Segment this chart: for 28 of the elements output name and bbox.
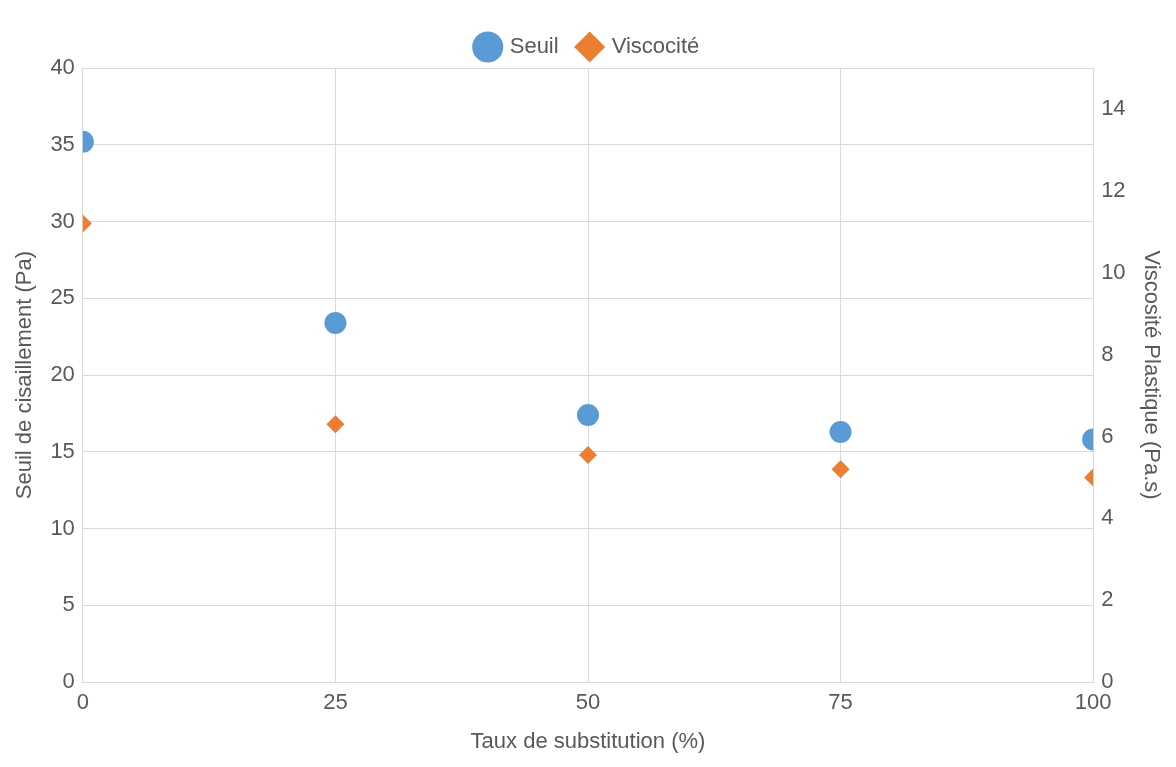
y-axis-title: Seuil de cisaillement (Pa) [11,250,37,500]
y-tick-label: 10 [50,514,75,540]
x-tick-label: 25 [323,689,348,715]
y2-axis-title: Viscosité Plastique (Pa.s) [1139,250,1165,500]
y2-tick-label: 14 [1101,95,1126,121]
point [577,404,599,427]
y2-tick-label: 12 [1101,176,1126,202]
y-tick-label: 35 [50,130,75,156]
y-tick-label: 15 [50,437,75,463]
y-tick-label: 30 [50,207,75,233]
y-tick-label: 40 [50,54,75,80]
y2-tick-label: 4 [1101,504,1114,530]
legend-label: Seuil [509,33,559,59]
y2-tick-label: 8 [1101,340,1114,366]
y2-tick-label: 2 [1101,586,1114,612]
y2-tick-label: 6 [1101,422,1114,448]
y-tick-label: 0 [62,668,75,694]
point [326,415,345,434]
point [579,445,597,464]
y-tick-label: 20 [50,361,75,387]
x-tick-label: 75 [828,689,853,715]
x-tick-label: 50 [575,689,601,715]
x-axis-title: Taux de substitution (%) [470,727,706,753]
point [831,460,850,479]
y-tick-label: 25 [50,284,75,310]
y2-tick-label: 10 [1101,258,1126,284]
y-tick-label: 5 [62,591,75,617]
legend-label: Viscocité [611,33,700,59]
